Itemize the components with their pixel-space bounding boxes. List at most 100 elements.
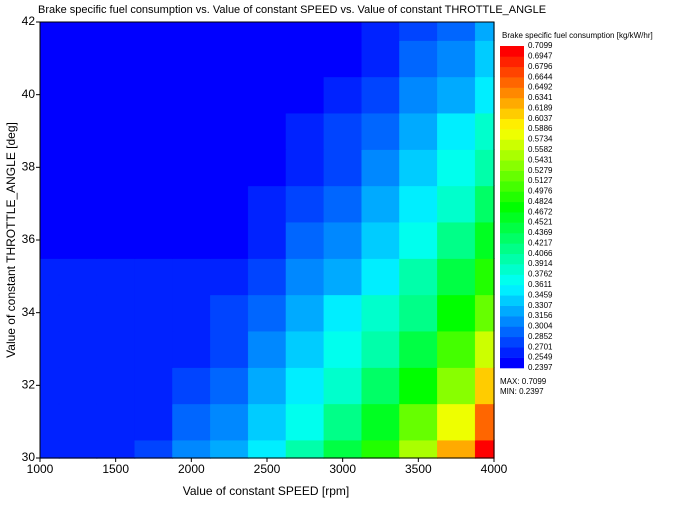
contour-cell	[285, 21, 325, 41]
contour-cell	[58, 221, 98, 259]
contour-cell	[247, 258, 287, 296]
contour-cell	[323, 367, 363, 405]
contour-cell	[96, 221, 136, 259]
colorbar-swatch	[500, 139, 524, 151]
contour-cell	[437, 149, 476, 187]
contour-cell	[134, 367, 174, 405]
contour-cell	[437, 330, 476, 368]
contour-cell	[323, 403, 363, 441]
contour-cell	[247, 294, 287, 332]
colorbar-swatch	[500, 232, 524, 244]
contour-cell	[210, 258, 249, 296]
contour-cell	[96, 185, 136, 223]
colorbar-swatch	[500, 160, 524, 171]
contour-cell	[58, 439, 98, 459]
y-tick-label: 36	[22, 232, 36, 246]
contour-cell	[58, 40, 98, 78]
contour-cell	[58, 258, 98, 296]
colorbar-label: 0.4672	[528, 207, 553, 216]
colorbar-label: 0.6796	[528, 62, 553, 71]
contour-cell	[172, 330, 211, 368]
colorbar-label: 0.6189	[528, 103, 553, 112]
colorbar-label: 0.3307	[528, 301, 553, 310]
contour-cell	[96, 21, 136, 41]
contour-cell	[247, 221, 287, 259]
contour-cell	[210, 403, 249, 441]
contour-cell	[134, 149, 174, 187]
contour-cell	[134, 40, 174, 78]
colorbar-label: 0.5886	[528, 124, 553, 133]
contour-cell	[172, 112, 211, 150]
contour-cell	[474, 258, 495, 296]
contour-cell	[399, 112, 438, 150]
colorbar-swatch	[500, 46, 524, 57]
contour-cell	[361, 112, 401, 150]
contour-cell	[172, 76, 211, 114]
colorbar-label: 0.6947	[528, 51, 553, 60]
contour-cell	[96, 403, 136, 441]
contour-cell	[437, 221, 476, 259]
x-tick-label: 1500	[102, 462, 129, 476]
contour-cell	[172, 40, 211, 78]
colorbar-title: Brake specific fuel consumption [kg/kW/h…	[502, 31, 653, 40]
contour-cell	[285, 40, 325, 78]
contour-cell	[96, 149, 136, 187]
colorbar-label: 0.3914	[528, 259, 553, 268]
contour-cell	[172, 294, 211, 332]
contour-cell	[399, 76, 438, 114]
colorbar-label: 0.3004	[528, 322, 553, 331]
colorbar-swatch	[500, 357, 524, 369]
contour-cell	[39, 76, 60, 114]
colorbar-swatch	[500, 87, 524, 99]
colorbar-swatch	[500, 326, 524, 338]
contour-cell	[58, 21, 98, 41]
colorbar-label: 0.6341	[528, 93, 553, 102]
colorbar-swatch	[500, 347, 524, 358]
contour-cell	[437, 76, 476, 114]
contour-cell	[210, 367, 249, 405]
contour-cell	[399, 439, 438, 459]
contour-cell	[285, 403, 325, 441]
colorbar-label: 0.3762	[528, 270, 553, 279]
contour-cell	[285, 112, 325, 150]
contour-cell	[361, 221, 401, 259]
contour-cell	[96, 112, 136, 150]
contour-cell	[247, 330, 287, 368]
contour-cell	[96, 367, 136, 405]
contour-cell	[39, 330, 60, 368]
colorbar-label: 0.4066	[528, 249, 553, 258]
colorbar-label: 0.6037	[528, 114, 553, 123]
colorbar-label: 0.4976	[528, 187, 553, 196]
x-tick-label: 2000	[178, 462, 205, 476]
contour-cell	[39, 403, 60, 441]
x-tick-label: 4000	[481, 462, 508, 476]
colorbar-swatch	[500, 336, 524, 348]
contour-cell	[134, 76, 174, 114]
x-tick-label: 3000	[329, 462, 356, 476]
contour-cell	[96, 76, 136, 114]
contour-cell	[437, 112, 476, 150]
contour-cell	[247, 149, 287, 187]
contour-cell	[39, 112, 60, 150]
contour-cell	[323, 185, 363, 223]
y-tick-label: 34	[22, 305, 36, 319]
colorbar-label: 0.5127	[528, 176, 553, 185]
contour-cell	[474, 185, 495, 223]
contour-cell	[58, 294, 98, 332]
contour-cell	[285, 185, 325, 223]
contour-cell	[361, 439, 401, 459]
contour-cell	[399, 221, 438, 259]
contour-cell	[361, 330, 401, 368]
contour-cell	[210, 185, 249, 223]
contour-cell	[96, 294, 136, 332]
colorbar-label: 0.4824	[528, 197, 553, 206]
contour-cell	[323, 112, 363, 150]
contour-cell	[474, 367, 495, 405]
contour-cell	[361, 367, 401, 405]
y-tick-label: 42	[22, 14, 36, 28]
colorbar-swatch	[500, 97, 524, 109]
contour-cell	[285, 439, 325, 459]
contour-cell	[399, 40, 438, 78]
contour-cell	[474, 294, 495, 332]
